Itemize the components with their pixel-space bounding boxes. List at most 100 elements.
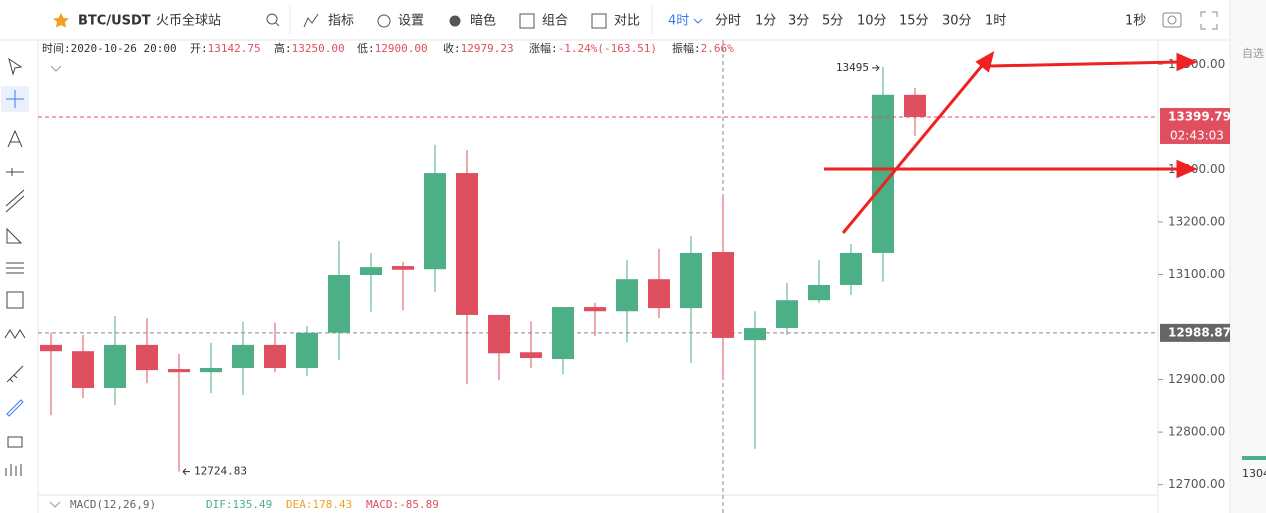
indicator-name: MACD(12,26,9) — [70, 498, 156, 511]
watchlist: 自选 — [1242, 47, 1264, 60]
candle-body — [232, 344, 254, 368]
interval[interactable]: 分时 — [715, 14, 741, 29]
arrow-head — [1176, 159, 1198, 179]
search-icon[interactable] — [266, 13, 278, 25]
fib-tool[interactable] — [6, 262, 24, 274]
info-item: 振幅:2.66% — [672, 41, 734, 55]
candle-body — [520, 352, 542, 359]
annotation-arrows — [824, 50, 1198, 234]
wave-tool[interactable] — [4, 329, 26, 339]
candle-body — [296, 332, 318, 368]
candle-body — [872, 94, 894, 253]
button[interactable]: 暗色 — [470, 13, 496, 29]
last-price-tag — [1160, 107, 1230, 144]
brush-tool[interactable] — [6, 399, 24, 417]
candle-body — [200, 368, 222, 373]
button[interactable]: 对比 — [614, 14, 640, 29]
refresh[interactable]: 1秒 — [1125, 14, 1146, 29]
info-item: 开:13142.75 — [190, 42, 261, 55]
info-item: 涨幅:-1.24%(-163.51) — [529, 42, 657, 55]
candle-body — [264, 344, 286, 368]
interval[interactable]: 30分 — [942, 14, 972, 29]
arrow — [841, 61, 987, 234]
info-value: 13250.00 — [292, 42, 345, 55]
candle-body — [712, 252, 734, 338]
button[interactable]: 设置 — [398, 14, 424, 29]
candle-body — [328, 275, 350, 333]
candle-body — [616, 279, 638, 312]
candle-body — [424, 173, 446, 270]
interval[interactable]: 1时 — [985, 14, 1006, 29]
favorite-star[interactable] — [53, 13, 69, 28]
info-label: 收: — [443, 41, 461, 55]
last-price-label: 13399.79 — [1168, 109, 1231, 123]
candle-body — [584, 307, 606, 312]
candle-body — [456, 173, 478, 315]
magnet-tool[interactable] — [5, 464, 22, 476]
min-arrow — [182, 468, 190, 475]
drawing-tools — [1, 57, 29, 476]
arrow-head — [975, 50, 995, 73]
candle-body — [808, 284, 830, 301]
candle-body — [168, 369, 190, 373]
exchange: 火币全球站 — [156, 13, 221, 29]
settings-icon — [377, 14, 391, 28]
collapse-caret[interactable] — [50, 65, 62, 72]
ruler-tool[interactable] — [6, 365, 24, 383]
button[interactable]: 组合 — [542, 14, 568, 29]
candle-body — [776, 300, 798, 329]
interval[interactable]: 1分 — [755, 14, 776, 29]
indicator-macd: MACD:-85.89 — [366, 498, 439, 511]
button[interactable]: 指标 — [328, 14, 354, 29]
line-tool[interactable] — [6, 168, 24, 176]
candle-body — [648, 279, 670, 309]
candle-body — [744, 328, 766, 341]
info-label: 时间: — [42, 42, 71, 55]
info-value: 2.66% — [701, 42, 734, 55]
triangle-tool[interactable] — [6, 227, 23, 244]
panel-price: 1304 — [1242, 467, 1266, 480]
cursor-tool[interactable] — [8, 57, 23, 76]
info-value: 13142.75 — [208, 42, 261, 55]
min-label: 12724.83 — [194, 465, 247, 478]
y-tick-label: 13200.00 — [1168, 214, 1225, 228]
info-item: 高:13250.00 — [274, 41, 345, 55]
buttons — [303, 13, 607, 29]
countdown: 02:43:03 — [1170, 128, 1224, 142]
interval-active[interactable]: 4时 — [668, 14, 689, 29]
text-tool[interactable] — [7, 129, 23, 148]
candle-body — [904, 94, 926, 117]
candle-body — [680, 252, 702, 309]
fullscreen-icon[interactable] — [1200, 11, 1218, 30]
compare-icon — [591, 13, 607, 29]
info-row: 时间:2020-10-26 20:00 开:13142.75 高:13250.00 低… — [42, 41, 734, 55]
info-value: 12900.00 — [375, 42, 428, 55]
interval[interactable]: 15分 — [899, 14, 929, 29]
camera-icon[interactable] — [1162, 12, 1182, 28]
candle-body — [360, 267, 382, 275]
reference-tag — [1160, 323, 1230, 342]
info-value: 12979.23 — [461, 42, 514, 55]
collapse-caret[interactable] — [49, 501, 61, 508]
interval[interactable]: 10分 — [857, 14, 887, 29]
symbol: BTC/USDT — [78, 14, 151, 29]
info-value: -1.24%(-163.51) — [558, 42, 657, 55]
interval[interactable]: 3分 — [788, 14, 809, 29]
arrow — [989, 60, 1181, 68]
indicator-icon — [303, 13, 319, 28]
combo-icon — [519, 13, 535, 29]
lock-tool[interactable] — [7, 436, 23, 448]
reference-label: 12988.87 — [1168, 325, 1231, 339]
interval[interactable]: 5分 — [822, 14, 843, 29]
y-tick-label: 13100.00 — [1168, 267, 1225, 281]
indicator-dea: DEA:178.43 — [286, 498, 352, 511]
candle-body — [104, 344, 126, 388]
crosshair-tool[interactable] — [6, 90, 24, 108]
dropdown-caret — [693, 18, 703, 24]
y-tick-label: 12700.00 — [1168, 477, 1225, 491]
channel-tool[interactable] — [5, 189, 25, 213]
info-label: 振幅: — [672, 41, 701, 55]
candle-body — [72, 351, 94, 388]
box-tool[interactable] — [6, 291, 24, 309]
